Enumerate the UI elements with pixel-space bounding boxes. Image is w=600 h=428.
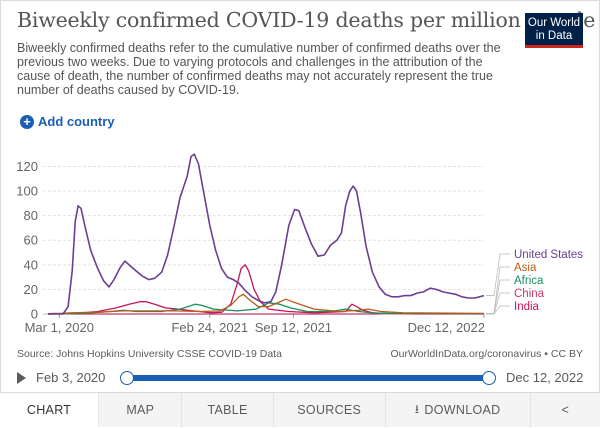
tab-table[interactable]: TABLE xyxy=(181,393,273,427)
x-tick-label: Feb 24, 2021 xyxy=(171,320,248,335)
tab-map[interactable]: MAP xyxy=(98,393,182,427)
source-url-link[interactable]: OurWorldInData.org/coronavirus • CC BY xyxy=(390,348,583,360)
series-lines xyxy=(47,153,485,315)
y-tick-label: 20 xyxy=(24,282,38,297)
x-tick-label: Dec 12, 2022 xyxy=(408,320,485,335)
tab-sources[interactable]: SOURCES xyxy=(272,393,385,427)
add-country-button[interactable]: + Add country xyxy=(20,114,115,129)
tab-table-label: TABLE xyxy=(207,403,248,417)
share-icon: < xyxy=(561,403,570,417)
logo-line-1: Our World xyxy=(527,17,581,29)
tab-download-label: DOWNLOAD xyxy=(424,403,501,417)
tab-sources-label: SOURCES xyxy=(297,403,362,417)
logo-line-2: in Data xyxy=(535,30,573,42)
y-tick-label: 0 xyxy=(31,307,38,322)
tab-map-label: MAP xyxy=(126,403,155,417)
legend-leader-line xyxy=(486,253,510,296)
tab-download[interactable]: ⭳ DOWNLOAD xyxy=(384,393,530,427)
legend-label-asia: Asia xyxy=(514,262,537,274)
y-tick-label: 40 xyxy=(24,257,38,272)
y-tick-label: 120 xyxy=(16,159,38,174)
play-icon[interactable] xyxy=(17,372,26,384)
chart-subtitle: Biweekly confirmed deaths refer to the c… xyxy=(17,41,501,97)
y-tick-label: 100 xyxy=(16,184,38,199)
tab-chart[interactable]: CHART xyxy=(0,393,99,427)
timeline-start-handle[interactable] xyxy=(120,370,134,385)
owid-logo[interactable]: Our World in Data xyxy=(525,13,583,48)
series-line-asia xyxy=(47,293,485,315)
source-note: Source: Johns Hopkins University CSSE CO… xyxy=(17,348,282,360)
tab-share[interactable]: < xyxy=(529,393,600,427)
series-line-united-states xyxy=(48,153,485,315)
legend-leader-line xyxy=(486,305,510,315)
timeline-start-label: Feb 3, 2020 xyxy=(36,370,106,385)
line-chart: 0 20 40 60 80 100 120 Mar 1, 2020 Feb 24, 2021 S… xyxy=(16,153,583,335)
series-line-india xyxy=(47,264,485,315)
x-tick-label: Mar 1, 2020 xyxy=(25,320,94,335)
add-country-label: Add country xyxy=(38,114,115,129)
download-icon: ⭳ xyxy=(414,401,420,416)
timeline-track[interactable] xyxy=(120,370,496,385)
timeline-end-handle[interactable] xyxy=(482,370,496,385)
legend-leader-line xyxy=(486,292,510,315)
chart-title: Biweekly confirmed COVID-19 deaths per m… xyxy=(17,8,596,32)
legend-label-india: India xyxy=(514,301,540,313)
legend-label-africa: Africa xyxy=(514,275,544,287)
plus-circle-icon: + xyxy=(20,114,34,129)
grid-lines xyxy=(43,165,484,315)
y-tick-label: 80 xyxy=(24,208,38,223)
legend-label-united-states: United States xyxy=(514,249,583,261)
timeline-end-label: Dec 12, 2022 xyxy=(506,370,584,385)
y-tick-label: 60 xyxy=(24,233,38,248)
tab-chart-label: CHART xyxy=(26,403,72,417)
legend-label-china: China xyxy=(514,288,545,300)
x-axis: Mar 1, 2020 Feb 24, 2021 Sep 12, 2021 Dec 1… xyxy=(25,314,485,335)
logo-accent-bar xyxy=(525,45,583,48)
tab-bar: CHART MAP TABLE SOURCES ⭳ DOWNLOAD < xyxy=(0,392,600,428)
timeline: Feb 3, 2020 Dec 12, 2022 xyxy=(0,366,600,390)
x-tick-label: Sep 12, 2021 xyxy=(255,320,332,335)
y-axis: 0 20 40 60 80 100 120 xyxy=(16,159,38,322)
